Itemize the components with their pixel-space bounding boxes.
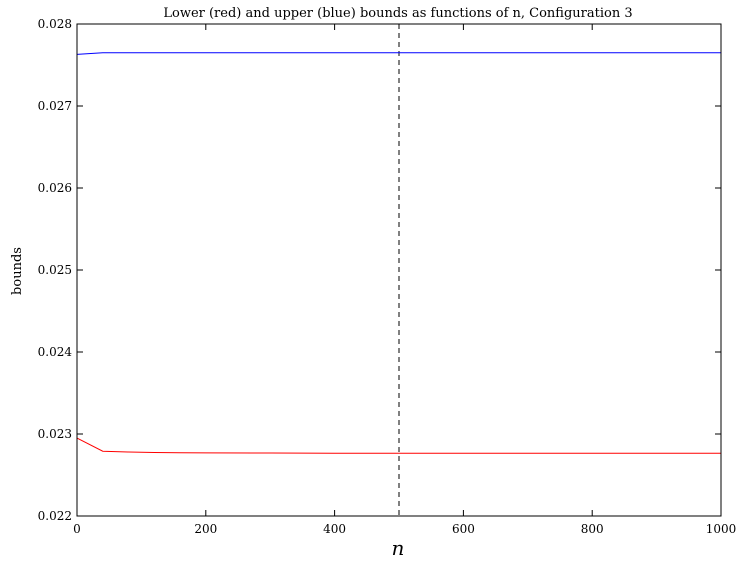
- chart-title: Lower (red) and upper (blue) bounds as f…: [163, 6, 632, 21]
- x-tick-label: 0: [73, 522, 81, 536]
- x-tick-label: 800: [581, 522, 604, 536]
- x-tick-label: 200: [194, 522, 217, 536]
- x-tick-label: 400: [323, 522, 346, 536]
- y-tick-label: 0.024: [38, 345, 73, 359]
- x-tick-label: 1000: [706, 522, 737, 536]
- x-axis-ticks: 0 200 400 600 800 1000: [73, 24, 736, 536]
- y-tick-label: 0.023: [38, 427, 72, 441]
- y-tick-label: 0.028: [38, 17, 72, 31]
- y-axis-ticks: 0.022 0.023 0.024 0.025 0.026 0.027 0.028: [38, 17, 721, 523]
- y-axis-label: bounds: [10, 247, 25, 295]
- plot-area: [76, 24, 721, 516]
- y-tick-label: 0.022: [38, 509, 72, 523]
- series-upper-bound-line: [76, 52, 721, 55]
- y-tick-label: 0.026: [38, 181, 72, 195]
- y-tick-label: 0.025: [38, 263, 72, 277]
- axes-frame: [76, 23, 722, 517]
- x-tick-label: 600: [452, 522, 475, 536]
- series-lower-bound-line: [76, 437, 721, 454]
- x-axis-label: n: [392, 536, 405, 560]
- y-tick-label: 0.027: [38, 99, 72, 113]
